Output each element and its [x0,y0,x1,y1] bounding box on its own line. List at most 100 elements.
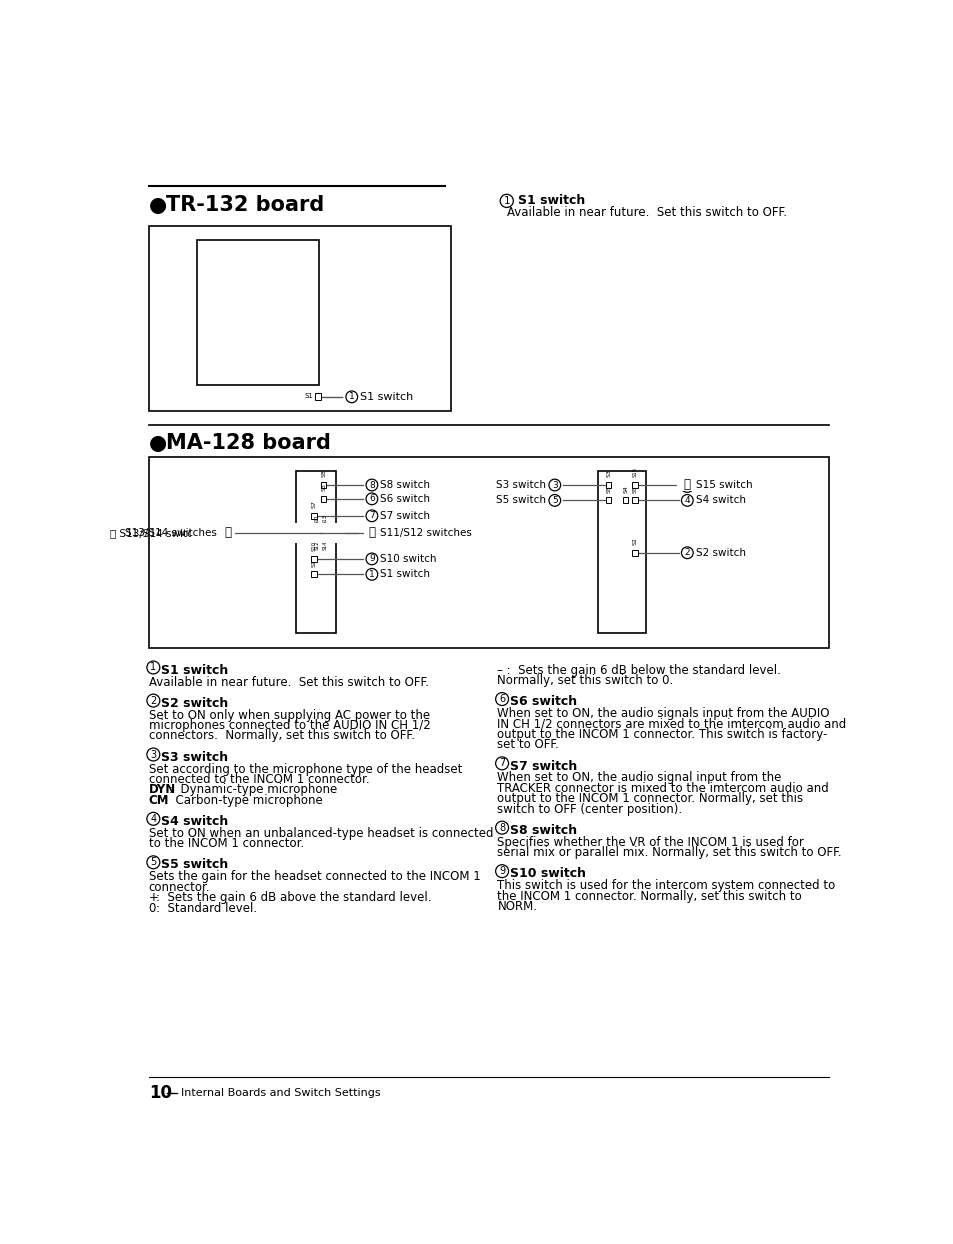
Text: 7: 7 [498,759,505,769]
Bar [149,226,451,411]
Text: S2: S2 [632,537,638,545]
Text: S5: S5 [632,485,638,493]
Text: connected to the INCOM 1 connector.: connected to the INCOM 1 connector. [149,773,369,786]
Text: S6 switch: S6 switch [380,494,430,504]
Text: 3: 3 [151,749,156,760]
Text: S12: S12 [314,540,319,550]
Text: Specifies whether the VR of the INCOM 1 is used for: Specifies whether the VR of the INCOM 1 … [497,836,803,848]
Bar [605,481,611,488]
Text: S1 switch: S1 switch [161,663,228,677]
Text: the INCOM 1 connector. Normally, set this switch to: the INCOM 1 connector. Normally, set thi… [497,889,801,903]
Text: Sets the gain for the headset connected to the INCOM 1: Sets the gain for the headset connected … [149,871,480,883]
Bar [315,393,320,401]
Text: S3 switch: S3 switch [161,750,228,764]
Text: S15: S15 [632,468,638,478]
Text: S2 switch: S2 switch [695,547,745,557]
Text: S8 switch: S8 switch [509,824,577,837]
Text: connectors.  Normally, set this switch to OFF.: connectors. Normally, set this switch to… [149,729,415,743]
Text: Ⓥ: Ⓥ [224,526,231,539]
Text: Ⓣ: Ⓣ [368,526,375,539]
Text: 9: 9 [369,555,375,564]
Text: S2 switch: S2 switch [161,697,228,710]
Text: switch to OFF (center position).: switch to OFF (center position). [497,802,681,816]
Text: ②③: ②③ [680,481,693,488]
Text: 6: 6 [369,494,375,504]
Text: :  Carbon-type microphone: : Carbon-type microphone [164,794,323,807]
Bar [314,529,319,536]
Text: 1: 1 [349,392,355,402]
Text: :  Dynamic-type microphone: : Dynamic-type microphone [169,784,336,796]
Text: 5: 5 [552,496,558,505]
Text: Set to ON when an unbalanced-type headset is connected: Set to ON when an unbalanced-type headse… [149,827,493,840]
Bar [359,522,498,542]
Text: This switch is used for the intercom system connected to: This switch is used for the intercom sys… [497,880,835,892]
Text: S4: S4 [623,485,628,493]
Text: CM: CM [149,794,169,807]
Text: S6 switch: S6 switch [509,695,577,708]
Text: +: + [149,891,158,904]
Text: S5 switch: S5 switch [161,858,228,872]
Text: – :  Sets the gain 6 dB below the standard level.: – : Sets the gain 6 dB below the standar… [497,663,781,677]
Text: 4: 4 [151,814,156,824]
Text: 2: 2 [684,549,689,557]
Bar [149,458,828,648]
Bar [196,240,319,384]
Text: S15 switch: S15 switch [695,480,752,490]
Text: 1: 1 [151,663,156,673]
Text: S14: S14 [322,540,327,550]
Bar [295,471,335,633]
Text: S4 switch: S4 switch [695,495,745,505]
Text: S1: S1 [312,559,316,566]
Text: S13/S14 switches: S13/S14 switches [125,527,216,537]
Text: Available in near future.  Set this switch to OFF.: Available in near future. Set this switc… [506,207,786,219]
Text: S11/S12 switches: S11/S12 switches [380,527,472,537]
Text: When set to ON, the audio signals input from the AUDIO: When set to ON, the audio signals input … [497,707,829,720]
Text: Internal Boards and Switch Settings: Internal Boards and Switch Settings [181,1087,380,1097]
Text: S1 switch: S1 switch [360,392,413,402]
Text: S6: S6 [321,484,326,491]
Text: 3: 3 [552,480,558,489]
Text: ②②: ②② [214,530,227,536]
Text: S15 switch: S15 switch [695,480,752,490]
Text: ●: ● [149,195,167,215]
Bar [311,571,316,577]
Text: 6: 6 [498,694,505,704]
Text: Ⓥ: Ⓥ [683,479,690,491]
Text: S7 switch: S7 switch [509,760,577,773]
Text: set to OFF.: set to OFF. [497,739,558,751]
Text: 5: 5 [150,857,156,867]
Bar [191,522,345,542]
Text: connector.: connector. [149,881,210,893]
Text: S10 switch: S10 switch [509,867,585,881]
Text: 8: 8 [369,480,375,489]
Text: S11/S12 switches: S11/S12 switches [380,527,472,537]
Text: output to the INCOM 1 connector. Normally, set this: output to the INCOM 1 connector. Normall… [497,792,802,805]
Text: output to the INCOM 1 connector. This switch is factory-: output to the INCOM 1 connector. This sw… [497,728,827,741]
Text: 1: 1 [225,529,231,537]
Text: S3 switch: S3 switch [496,480,546,490]
Text: Ⓥ: Ⓥ [218,529,223,537]
Text: S10: S10 [312,541,316,551]
Bar [622,498,628,504]
Text: When set to ON, the audio signal input from the: When set to ON, the audio signal input f… [497,771,781,785]
Text: serial mix or parallel mix. Normally, set this switch to OFF.: serial mix or parallel mix. Normally, se… [497,846,841,860]
Text: S13: S13 [322,514,327,524]
Text: to the INCOM 1 connector.: to the INCOM 1 connector. [149,837,304,851]
Text: 10: 10 [149,1084,172,1101]
Bar [605,498,611,504]
Text: S5 switch: S5 switch [496,495,546,505]
Text: 7: 7 [369,511,375,520]
Text: 1: 1 [369,570,375,578]
Bar [677,475,778,491]
Text: Set according to the microphone type of the headset: Set according to the microphone type of … [149,763,461,775]
Text: ●: ● [149,433,167,453]
Text: Set to ON only when supplying AC power to the: Set to ON only when supplying AC power t… [149,709,430,722]
Text: NORM.: NORM. [497,899,537,913]
Text: S7: S7 [312,500,316,508]
Text: 8: 8 [498,822,505,832]
Text: S7 switch: S7 switch [380,511,430,521]
Bar [322,529,328,536]
Text: 0: 0 [149,902,156,914]
Text: S5: S5 [606,485,611,493]
Text: 9: 9 [498,866,505,876]
